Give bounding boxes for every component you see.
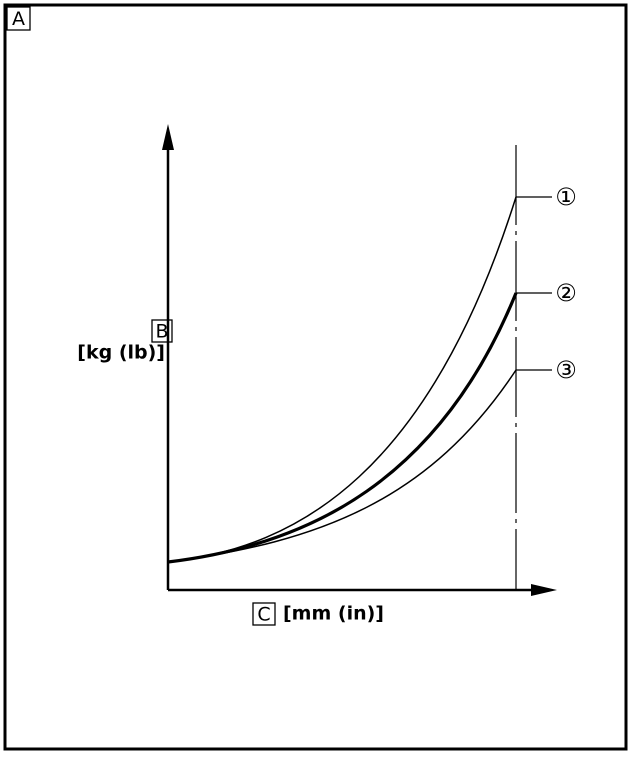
- label-box: [6, 6, 31, 31]
- y-arrow: [162, 124, 174, 150]
- curve-3: [167, 369, 517, 563]
- curve-label: ②: [555, 279, 577, 307]
- y-axis-unit: [kg (lb)]: [77, 342, 165, 364]
- curve-2: [167, 292, 518, 564]
- label-box: [151, 319, 173, 343]
- x-axis-unit: [mm (in)]: [283, 603, 384, 625]
- curve-label: ①: [555, 183, 577, 211]
- x-axis-label: C: [257, 604, 270, 626]
- y-axis-label: B: [155, 321, 168, 343]
- label-box: [252, 602, 276, 626]
- x-arrow: [531, 584, 557, 596]
- corner-label: A: [12, 8, 25, 30]
- frame: [3, 3, 628, 751]
- curve-label: ③: [555, 356, 577, 384]
